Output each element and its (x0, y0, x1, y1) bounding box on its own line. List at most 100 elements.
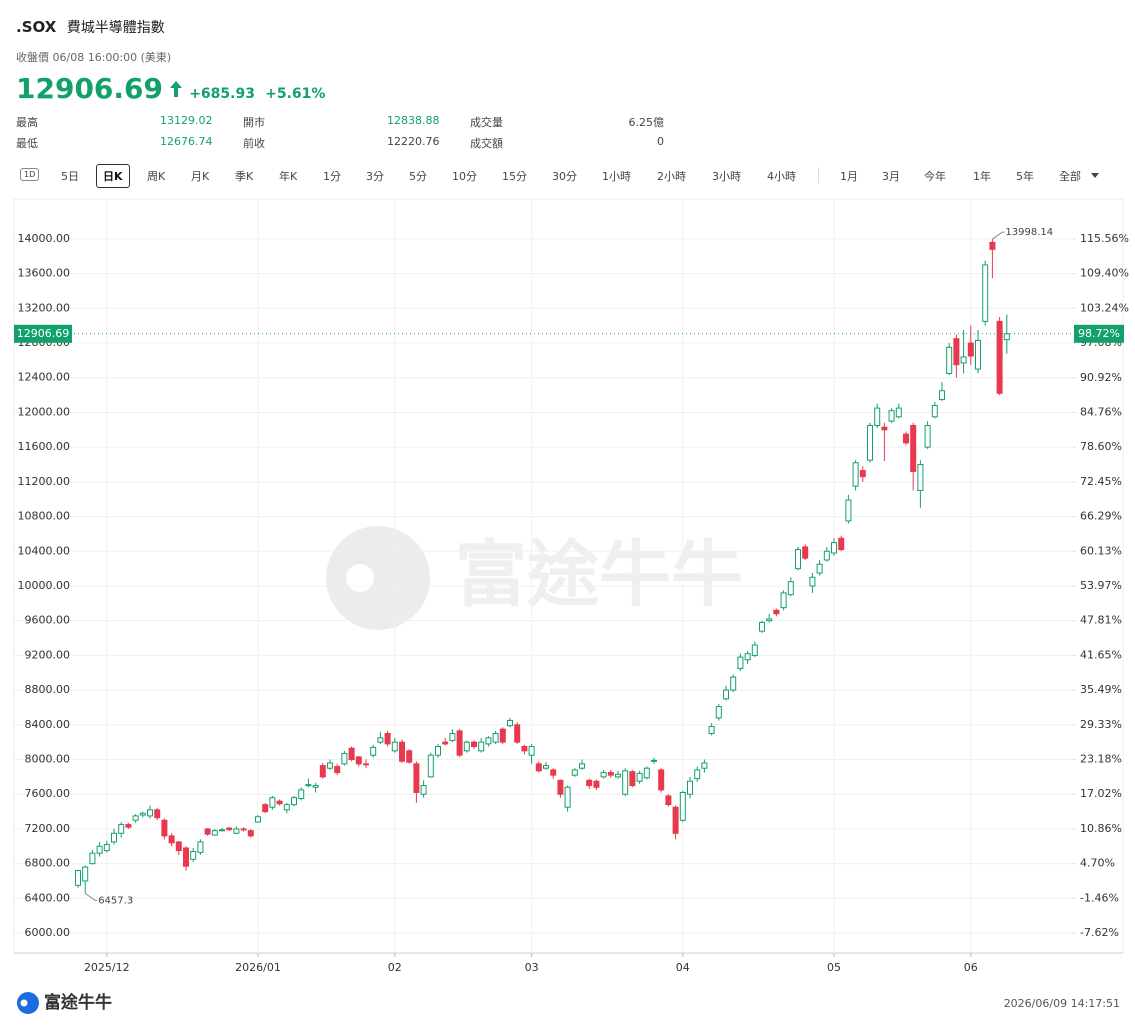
candle-body (651, 759, 657, 762)
y2-tick-label: 66.29% (1080, 510, 1122, 523)
candle-body (456, 730, 463, 756)
candle-body (564, 786, 571, 808)
tab[interactable]: 3小時 (712, 170, 741, 183)
stat-value: 13129.02 (160, 114, 213, 127)
candle-body (773, 609, 780, 615)
candle-body (888, 410, 895, 422)
candle-body (528, 745, 535, 756)
candle-body (895, 407, 902, 418)
tab[interactable]: 30分 (552, 170, 577, 183)
y2-tick-label: 41.65% (1080, 648, 1122, 661)
candle-body (751, 644, 758, 656)
tab[interactable]: 日K (96, 164, 130, 188)
candle-body (327, 762, 333, 769)
candle-body (759, 621, 765, 632)
candle-body (931, 405, 938, 418)
candle-body (867, 424, 873, 461)
candle-body (384, 732, 391, 745)
candle-body (708, 726, 715, 734)
tab[interactable]: 5年 (1016, 170, 1034, 183)
candle-body (499, 728, 506, 743)
y-tick-label: 6000.00 (25, 926, 71, 939)
candle-body (874, 407, 881, 426)
candle-body (622, 770, 629, 795)
quote: 12906.69 +685.93 +5.61% (16, 72, 325, 105)
candle-body (694, 769, 701, 780)
candle-body (168, 835, 175, 844)
y-tick-label: 14000.00 (18, 232, 71, 245)
y-tick-label: 8000.00 (25, 753, 71, 766)
candle-body (204, 828, 211, 835)
candle-body (507, 719, 513, 727)
min-pointer (84, 892, 98, 901)
tab[interactable]: 4小時 (767, 170, 796, 183)
tab[interactable]: 1年 (973, 170, 991, 183)
tab[interactable]: 1月 (840, 170, 858, 183)
candle-body (391, 741, 398, 752)
candle-body (291, 797, 297, 806)
candle-body (535, 763, 542, 772)
tab[interactable]: 月K (191, 170, 210, 183)
change: +685.93 (189, 86, 255, 102)
candle-body (672, 806, 679, 834)
candle-body (183, 847, 189, 867)
candle-body (816, 563, 823, 574)
candle-body (823, 550, 830, 561)
tab[interactable]: 5分 (409, 170, 427, 183)
candle-body (406, 750, 413, 763)
candle-body (514, 724, 521, 743)
candle-body (910, 424, 917, 472)
candle-body (341, 752, 348, 765)
tab[interactable]: 2小時 (657, 170, 686, 183)
y2-tick-label: 47.81% (1080, 614, 1122, 627)
candle-body (370, 746, 377, 756)
candle-body (744, 653, 751, 661)
tab[interactable]: 5日 (61, 170, 79, 183)
candle-body (665, 795, 672, 806)
candle-body (269, 797, 276, 808)
y2-tick-label: 90.92% (1080, 371, 1122, 384)
tab[interactable]: 3月 (882, 170, 900, 183)
tab[interactable]: 1D (20, 168, 40, 181)
tab[interactable]: 季K (235, 170, 254, 183)
y2-tick-label: 84.76% (1080, 405, 1122, 418)
y2-tick-label: 17.02% (1080, 787, 1122, 800)
tab[interactable]: 15分 (502, 170, 527, 183)
candle-body (111, 832, 117, 843)
dropdown-caret[interactable] (1090, 170, 1100, 180)
watermark-text: 富途牛牛 (455, 533, 743, 617)
tab[interactable]: 周K (147, 170, 166, 183)
y2-tick-label: 103.24% (1080, 301, 1129, 314)
stat-label: 開市 (243, 116, 265, 129)
candle-body (118, 824, 125, 834)
candle-body (593, 780, 600, 788)
tab[interactable]: 全部 (1059, 170, 1081, 183)
candle-body (211, 830, 218, 836)
candle-body (363, 763, 369, 766)
candle-body (312, 785, 319, 788)
candle-body (521, 745, 528, 752)
candle-body (996, 320, 1003, 394)
up-arrow (170, 81, 183, 97)
candle-body (975, 339, 981, 370)
tab[interactable]: 3分 (366, 170, 384, 183)
x-tick-label: 03 (525, 961, 539, 974)
candle-body (852, 462, 859, 487)
stat-label: 最低 (16, 137, 38, 150)
tab[interactable]: 1小時 (602, 170, 631, 183)
tab[interactable]: 年K (279, 170, 298, 183)
candle-body (255, 816, 261, 823)
tab[interactable]: 今年 (924, 170, 946, 183)
candle-body (1003, 333, 1010, 341)
tab[interactable]: 1分 (323, 170, 341, 183)
candle-body (175, 841, 182, 852)
candle-body (471, 741, 477, 747)
current-price-label: 12906.69 (17, 327, 70, 340)
candle-body (219, 829, 225, 832)
tab[interactable]: 10分 (452, 170, 477, 183)
candle-body (75, 870, 81, 886)
candle-body (730, 676, 737, 691)
y-tick-label: 10800.00 (18, 510, 71, 523)
candle-body (305, 784, 312, 787)
candle-body (319, 765, 326, 778)
